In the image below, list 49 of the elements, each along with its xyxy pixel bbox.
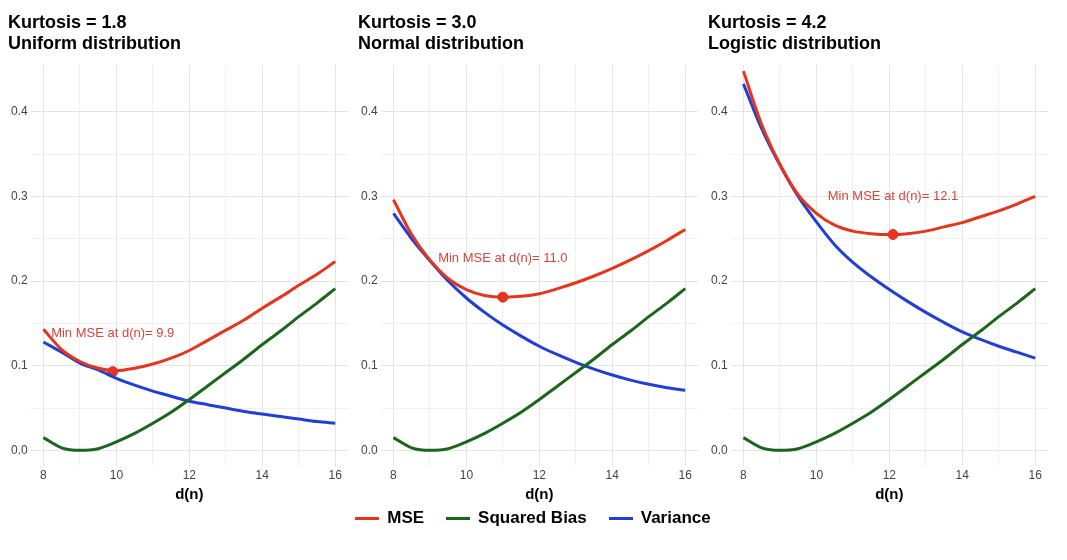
y-tick-label: 0.0 xyxy=(360,442,378,457)
annotation: Min MSE at d(n)= 12.1 xyxy=(827,187,959,203)
x-tick-label: 16 xyxy=(678,468,693,483)
chart-subtitle: Uniform distribution xyxy=(8,33,181,54)
x-tick-label: 8 xyxy=(390,468,398,483)
legend-label: MSE xyxy=(387,508,425,528)
y-tick-label: 0.4 xyxy=(10,104,28,119)
x-tick-label: 8 xyxy=(740,468,748,483)
x-tick-label: 12 xyxy=(182,468,197,483)
line-series xyxy=(741,287,1037,452)
x-tick-label: 8 xyxy=(40,468,48,483)
x-tick-label: 10 xyxy=(109,468,124,483)
chart-title: Kurtosis = 4.2 xyxy=(708,11,827,32)
x-tick-label: 10 xyxy=(459,468,474,483)
x-tick-label: 14 xyxy=(955,468,970,483)
legend-label: Squared Bias xyxy=(478,508,587,528)
y-tick-label: 0.1 xyxy=(710,358,728,373)
line-series xyxy=(391,287,687,452)
y-tick-label: 0.2 xyxy=(360,273,378,288)
y-tick-label: 0.0 xyxy=(10,442,28,457)
x-tick-label: 14 xyxy=(605,468,620,483)
x-tick-label: 12 xyxy=(882,468,897,483)
chart-subtitle: Logistic distribution xyxy=(708,33,881,54)
y-tick-label: 0.4 xyxy=(360,104,378,119)
y-tick-label: 0.3 xyxy=(10,188,28,203)
x-tick-label: 12 xyxy=(532,468,547,483)
y-tick-label: 0.3 xyxy=(360,188,378,203)
x-tick-label: 14 xyxy=(255,468,270,483)
y-tick-label: 0.1 xyxy=(10,358,28,373)
y-tick-label: 0.2 xyxy=(10,273,28,288)
x-axis-title: d(n) xyxy=(525,485,554,503)
annotation: Min MSE at d(n)= 11.0 xyxy=(438,250,568,266)
x-tick-label: 16 xyxy=(1028,468,1043,483)
y-tick-label: 0.2 xyxy=(710,273,728,288)
y-tick-label: 0.0 xyxy=(710,442,728,457)
annotation: Min MSE at d(n)= 9.9 xyxy=(51,324,175,340)
x-axis-title: d(n) xyxy=(175,485,204,503)
x-tick-label: 10 xyxy=(809,468,824,483)
chart-title: Kurtosis = 1.8 xyxy=(8,11,127,32)
line-series xyxy=(41,287,337,452)
y-tick-label: 0.4 xyxy=(710,104,728,119)
x-tick-label: 16 xyxy=(328,468,343,483)
y-tick-label: 0.3 xyxy=(710,188,728,203)
line-series xyxy=(41,340,337,425)
chart-title: Kurtosis = 3.0 xyxy=(358,11,477,32)
y-tick-label: 0.1 xyxy=(360,358,378,373)
chart-subtitle: Normal distribution xyxy=(358,33,524,54)
x-axis-title: d(n) xyxy=(875,485,904,503)
legend-label: Variance xyxy=(640,508,711,528)
